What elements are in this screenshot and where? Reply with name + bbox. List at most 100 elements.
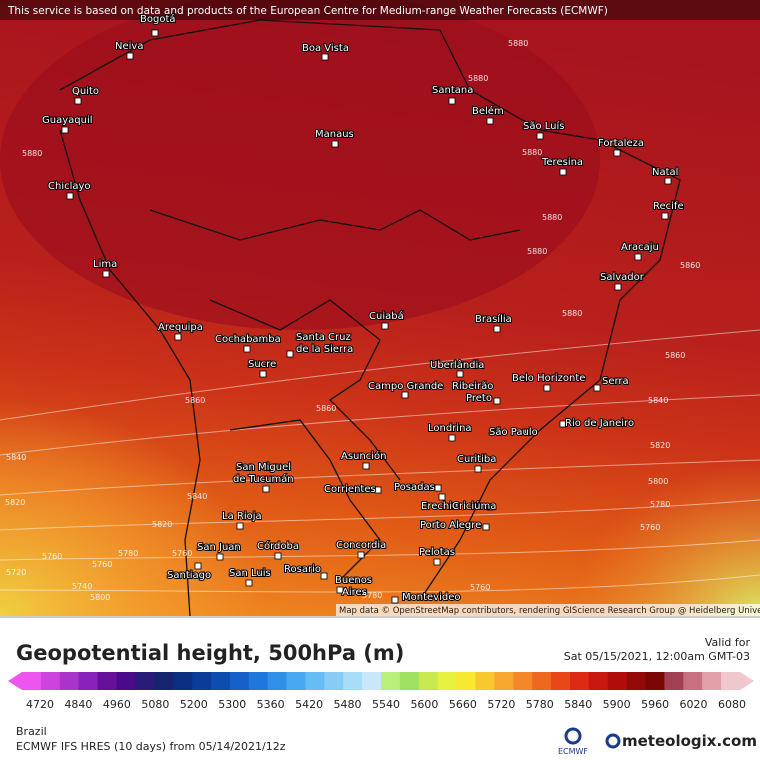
contour-label: 5860 [316,404,336,413]
contour-label: 5860 [680,261,700,270]
city-marker [433,558,441,566]
colorbar-segment [607,672,628,690]
city-label: Belém [472,105,504,117]
contour-label: 5780 [362,591,382,600]
city-marker [362,462,370,470]
colorbar-segment [267,672,288,690]
city-marker [243,345,251,353]
attribution: Map data © OpenStreetMap contributors, r… [339,606,760,616]
city-marker [474,465,482,473]
city-marker [357,551,365,559]
city-label: Serra [602,376,629,387]
city-label: Brasília [475,313,512,325]
colorbar-segment [645,672,665,690]
city-marker [381,322,389,330]
city-label: Porto Alegre [420,520,481,531]
city-marker [438,493,446,501]
city-label: San Luis [229,568,271,579]
city-marker [321,53,329,61]
colorbar-segment [437,672,458,690]
contour-label: 5880 [522,148,542,157]
colorbar-segment [418,672,439,690]
city-label: Montevideo [402,592,460,603]
city-marker [274,552,282,560]
city-label: Cochabamba [215,334,281,345]
colorbar-segment [532,672,552,690]
contour-label: 5880 [527,247,547,256]
colorbar-segment [154,672,174,690]
colorbar-segment [588,672,609,690]
city-label: Lima [93,259,117,270]
city-marker [374,486,382,494]
contour-label: 5760 [42,552,62,561]
city-label: Arequipa [158,322,203,333]
city-marker [661,212,669,220]
colorbar-segment [456,672,476,690]
colorbar-end [740,672,754,690]
city-label: Pelotas [419,547,455,558]
colorbar-segment [475,672,495,690]
colorbar-segment [210,672,231,690]
contour-label: 5760 [640,523,660,532]
city-marker [634,253,642,261]
colorbar-end [8,672,22,690]
colorbar-tick-label: 5480 [334,698,362,711]
city-label: Criciúma [452,500,496,512]
colorbar-segment [702,672,722,690]
city-marker [245,579,253,587]
city-marker [614,283,622,291]
colorbar-segment [40,672,61,690]
city-label: Sucre [248,359,276,370]
city-label: Ribeirão [452,381,493,392]
city-label: Córdoba [257,540,299,552]
colorbar-segment [626,672,647,690]
city-label: Erechim [421,501,462,512]
city-marker [493,397,501,405]
colorbar-tick-label: 5360 [257,698,285,711]
colorbar-tick-label: 5660 [449,698,477,711]
city-label: Uberlândia [430,359,484,371]
colorbar-tick-label: 5720 [487,698,515,711]
colorbar-tick-label: 4720 [26,698,54,711]
city-label: Asunción [341,450,386,462]
colorbar-segment [22,672,42,690]
city-label: Natal [652,167,678,178]
colorbar-segment [116,672,136,690]
contour-label: 5800 [90,593,110,602]
city-marker [259,370,267,378]
city-marker [434,484,442,492]
colorbar-segment [362,672,382,690]
colorbar-tick-label: 5420 [295,698,323,711]
colorbar-segment [192,672,212,690]
city-marker [391,596,399,604]
model: ECMWF IFS HRES (10 days) from 05/14/2021… [16,740,286,753]
city-label: Salvador [600,272,645,283]
colorbar-tick-label: 5080 [141,698,169,711]
contour-label: 5840 [648,396,668,405]
contour-label: 5860 [665,351,685,360]
colorbar-tick-label: 6080 [718,698,746,711]
city-label: Teresina [541,157,583,168]
city-label: Chiclayo [48,181,91,192]
colorbar-segment [97,672,117,690]
city-label: La Rioja [222,511,262,522]
colorbar-tick-label: 5200 [180,698,208,711]
contour-label: 5880 [542,213,562,222]
city-label: Bogotá [140,13,176,25]
city-marker [593,384,601,392]
map [0,0,760,617]
city-label: São Luís [523,120,565,132]
city-label: Fortaleza [598,138,644,149]
contour-label: 5780 [118,549,138,558]
colorbar-tick-label: 5780 [526,698,554,711]
colorbar-segment [135,672,155,690]
city-label: Guayaquil [42,115,93,126]
city-label: Londrina [428,423,472,434]
city-marker [126,52,134,60]
city-marker [216,553,224,561]
city-marker [320,572,328,580]
contour-label: 5760 [92,560,112,569]
valid-label: Valid for [705,636,751,649]
